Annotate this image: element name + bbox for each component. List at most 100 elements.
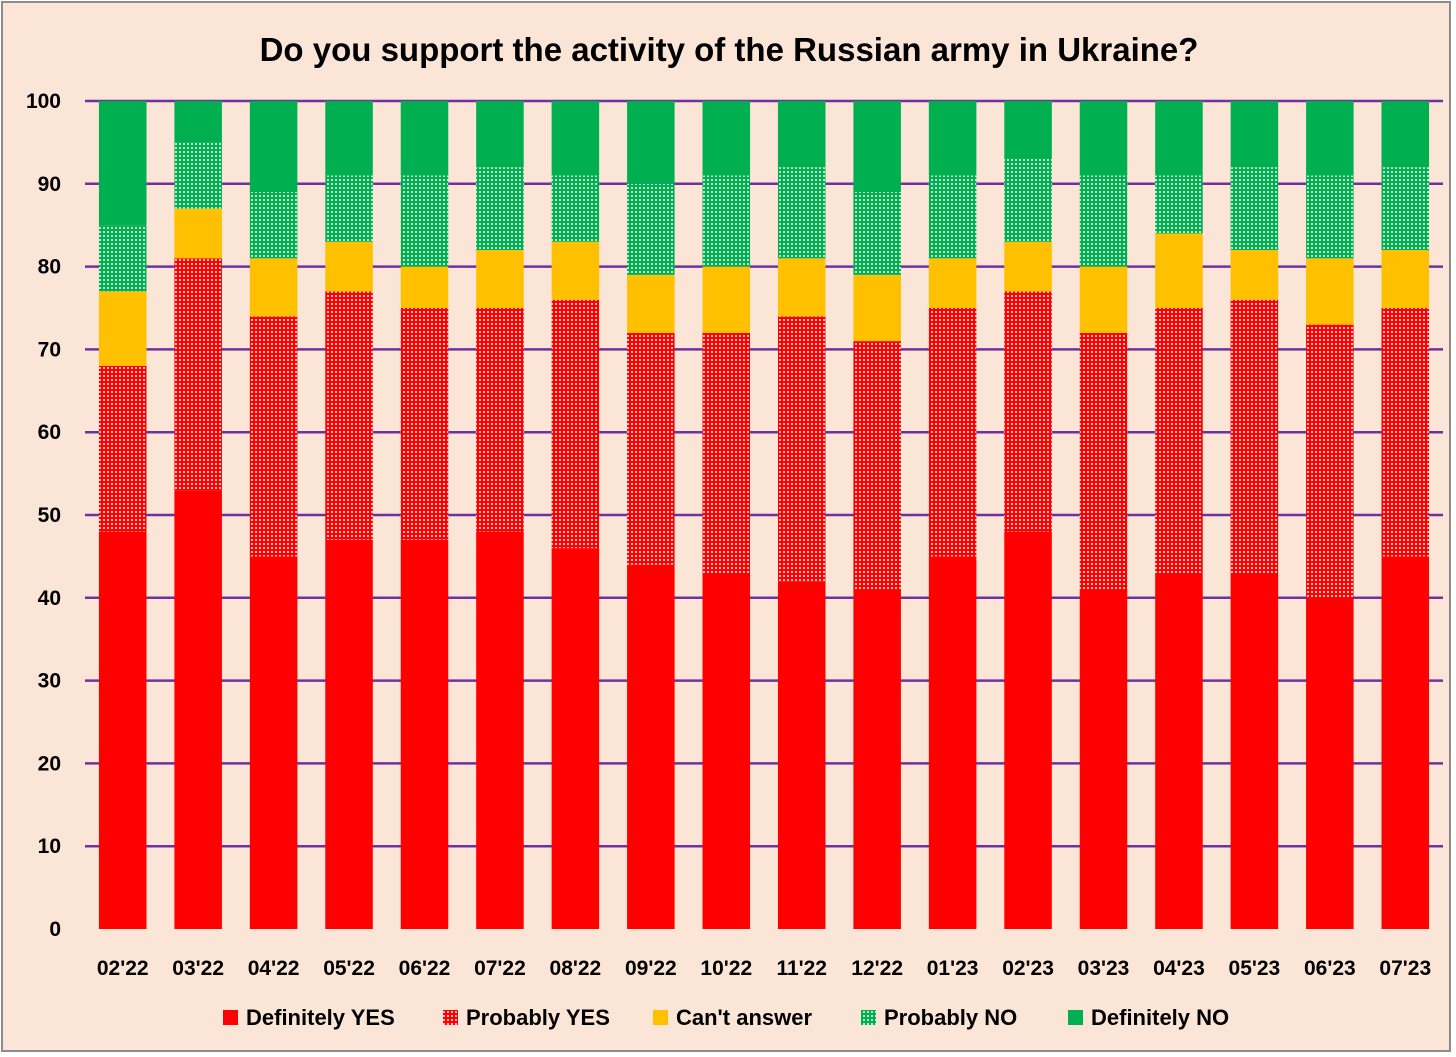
bar-segment-3 (1004, 241, 1052, 292)
bar-segment-4 (98, 225, 147, 292)
bar-segment-1 (325, 539, 373, 929)
grid-layer (85, 99, 1443, 848)
legend-swatch (223, 1010, 238, 1025)
bar-segment-5 (400, 101, 449, 176)
x-tick-label: 02'22 (97, 957, 149, 980)
bar-segment-2 (1381, 308, 1430, 557)
bar-segment-2 (325, 291, 373, 540)
bar-segment-1 (777, 581, 826, 929)
x-tick-label: 08'22 (550, 957, 602, 980)
bar-segment-3 (98, 291, 147, 366)
bar-segment-4 (400, 175, 449, 267)
chart-svg: Do you support the activity of the Russi… (26, 31, 1443, 1030)
bar-segment-3 (551, 241, 600, 300)
bar-segment-1 (627, 564, 675, 929)
bar-segment-1 (551, 548, 600, 929)
bar-segment-5 (174, 101, 222, 143)
bar-segment-5 (249, 101, 298, 193)
bar-segment-2 (476, 308, 524, 532)
bar-segment-3 (249, 258, 298, 317)
bar-segment-5 (1306, 101, 1354, 176)
x-tick-label: 02'23 (1002, 957, 1054, 980)
bar-segment-2 (1306, 324, 1354, 598)
legend-item-1: Definitely YES (223, 1005, 395, 1030)
bar-segment-4 (1004, 158, 1052, 242)
bar-segment-5 (928, 101, 977, 176)
x-tick-label: 06'22 (399, 957, 451, 980)
bar-segment-1 (1381, 556, 1430, 929)
bar-segment-4 (853, 192, 901, 275)
bar-segment-1 (1004, 531, 1052, 929)
bar-segment-3 (1155, 233, 1203, 308)
bar-segment-3 (174, 208, 222, 259)
bar-segment-4 (325, 175, 373, 242)
bar-group-07'23 (1381, 101, 1430, 929)
x-tick-label: 06'23 (1304, 957, 1356, 980)
bar-group-07'22 (476, 101, 524, 929)
bar-segment-4 (249, 192, 298, 259)
bar-segment-5 (702, 101, 751, 176)
bar-group-06'22 (400, 101, 449, 929)
legend-label: Definitely NO (1091, 1005, 1229, 1030)
bar-group-05'23 (1230, 101, 1279, 929)
bar-segment-1 (1155, 572, 1203, 929)
bar-group-06'23 (1306, 101, 1354, 929)
y-tick-label: 0 (49, 918, 61, 941)
bar-segment-5 (853, 101, 901, 193)
bar-segment-1 (1306, 597, 1354, 929)
bar-group-10'22 (702, 101, 751, 929)
x-tick-label: 01'23 (927, 957, 979, 980)
x-tick-label: 07'22 (474, 957, 526, 980)
bar-group-02'23 (1004, 101, 1052, 929)
bar-segment-3 (1230, 250, 1279, 300)
legend-item-2: Probably YES (443, 1005, 610, 1030)
bar-segment-3 (476, 250, 524, 308)
x-axis: 02'22 03'22 04'22 05'22 06'22 07'22 08'22 09'22… (97, 957, 1431, 980)
bar-segment-1 (98, 531, 147, 929)
x-tick-label: 03'23 (1078, 957, 1130, 980)
bar-segment-1 (174, 490, 222, 929)
bar-group-04'22 (249, 101, 298, 929)
bar-segment-2 (98, 365, 147, 532)
bar-group-03'23 (1079, 101, 1128, 929)
bar-segment-2 (551, 299, 600, 549)
bar-segment-2 (1004, 291, 1052, 532)
bar-segment-5 (1004, 101, 1052, 159)
bar-segment-4 (928, 175, 977, 259)
bar-group-09'22 (627, 101, 675, 929)
bar-segment-1 (400, 539, 449, 929)
bar-segment-4 (551, 175, 600, 242)
y-tick-label: 70 (38, 338, 61, 361)
bar-group-02'22 (98, 101, 147, 929)
bar-segment-3 (1381, 250, 1430, 308)
bar-segment-2 (777, 316, 826, 582)
bar-segment-2 (174, 258, 222, 491)
x-tick-label: 09'22 (625, 957, 677, 980)
bar-segment-2 (400, 308, 449, 540)
y-tick-label: 30 (38, 670, 61, 693)
legend-label: Definitely YES (246, 1005, 395, 1030)
bar-segment-3 (702, 266, 751, 333)
bar-group-03'22 (174, 101, 222, 929)
bar-segment-3 (853, 274, 901, 342)
bar-segment-1 (928, 556, 977, 929)
legend-label: Probably NO (884, 1005, 1017, 1030)
legend-swatch (1068, 1010, 1083, 1025)
bar-segment-3 (627, 274, 675, 333)
chart-title: Do you support the activity of the Russi… (260, 31, 1199, 68)
x-tick-label: 05'22 (323, 957, 375, 980)
y-tick-label: 100 (26, 90, 61, 113)
bar-segment-4 (174, 142, 222, 209)
bar-group-05'22 (325, 101, 373, 929)
bar-segment-5 (777, 101, 826, 168)
bar-segment-1 (1230, 572, 1279, 929)
x-tick-label: 12'22 (851, 957, 903, 980)
bar-segment-3 (1306, 258, 1354, 325)
bar-segment-2 (928, 308, 977, 557)
bar-segment-2 (1230, 299, 1279, 573)
bar-segment-4 (1079, 175, 1128, 267)
y-tick-label: 60 (38, 421, 61, 444)
bar-segment-4 (1381, 167, 1430, 251)
x-tick-label: 03'22 (172, 957, 224, 980)
